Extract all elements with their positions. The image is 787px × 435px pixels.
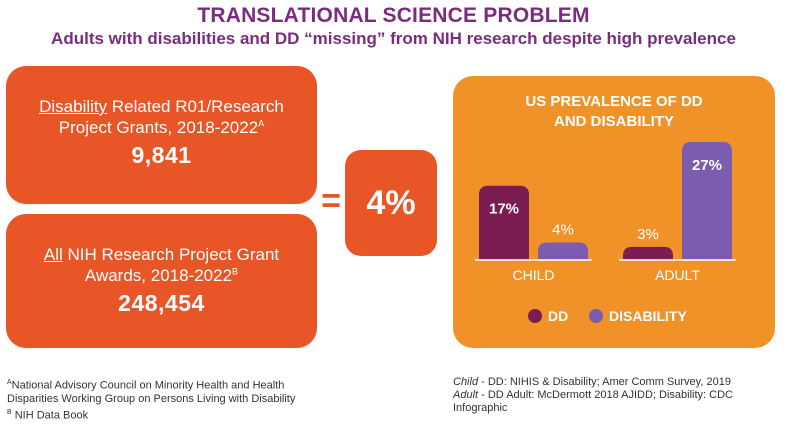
bar-label-disability-child: 4% xyxy=(552,222,574,239)
page-title: TRANSLATIONAL SCIENCE PROBLEM xyxy=(197,4,590,27)
all-label-line2: Awards, 2018-2022 xyxy=(84,266,233,285)
source-child: Child - DD: NIHIS & Disability; Amer Com… xyxy=(453,376,783,389)
footnote-a: ANational Advisory Council on Minority H… xyxy=(7,376,337,406)
legend-dd-label: DD xyxy=(548,308,568,324)
category-label-child: CHILD xyxy=(512,267,554,283)
footnotes-right: Child - DD: NIHIS & Disability; Amer Com… xyxy=(453,376,783,415)
all-grants-label: All NIH Research Project Grant Awards, 2… xyxy=(6,244,317,286)
page-subtitle: Adults with disabilities and DD “missing… xyxy=(51,29,736,48)
chart-title-line1: US PREVALENCE OF DD xyxy=(525,93,703,110)
equals-sign: = xyxy=(321,182,341,220)
disability-label-line2: Project Grants, 2018-2022 xyxy=(58,118,259,137)
disability-grants-label: Disability Related R01/Research Project … xyxy=(6,96,317,138)
footnote-a-text: National Advisory Council on Minority He… xyxy=(7,379,296,405)
all-grants-box: All NIH Research Project Grant Awards, 2… xyxy=(6,214,317,348)
source-child-text: - DD: NIHIS & Disability; Amer Comm Surv… xyxy=(478,376,731,388)
legend-disability-swatch xyxy=(589,309,603,323)
disability-grants-box: Disability Related R01/Research Project … xyxy=(6,66,317,204)
disability-grants-count: 9,841 xyxy=(131,142,192,168)
category-label-adult: ADULT xyxy=(655,267,700,283)
disability-label-line1: Related R01/Research xyxy=(107,97,284,116)
footnotes-left: ANational Advisory Council on Minority H… xyxy=(7,376,337,422)
legend-disability-label: DISABILITY xyxy=(609,308,687,324)
bar-disability-child xyxy=(538,242,588,260)
disability-underlined-word: Disability xyxy=(39,97,108,116)
bar-label-dd-child: 17% xyxy=(489,201,519,218)
bar-dd-adult xyxy=(623,246,673,260)
percentage-result: 4% xyxy=(345,150,437,256)
bar-dd-child xyxy=(479,185,529,260)
footnote-marker-b: B xyxy=(232,266,239,277)
footnote-b-marker: B xyxy=(7,408,12,416)
prevalence-bar-chart: 17% 4% CHILD 3% 27% ADULT DD DISABILITY xyxy=(475,142,736,324)
source-adult: Adult - DD Adult: McDermott 2018 AJIDD; … xyxy=(453,389,783,415)
footnote-b-text: NIH Data Book xyxy=(11,409,89,422)
footnote-b: B NIH Data Book xyxy=(7,406,337,423)
chart-title: US PREVALENCE OF DD AND DISABILITY xyxy=(453,92,775,132)
source-child-label: Child xyxy=(453,376,479,388)
bar-disability-adult xyxy=(682,142,732,260)
bar-label-dd-adult: 3% xyxy=(637,226,659,243)
all-grants-count: 248,454 xyxy=(118,290,205,316)
legend-dd-swatch xyxy=(528,309,542,323)
chart-title-line2: AND DISABILITY xyxy=(554,113,674,130)
footnote-a-marker: A xyxy=(7,379,12,386)
bar-label-disability-adult: 27% xyxy=(692,157,722,174)
footnote-marker-a: A xyxy=(258,118,265,129)
prevalence-chart-panel: US PREVALENCE OF DD AND DISABILITY 17% 4%… xyxy=(453,76,775,348)
source-adult-text: - DD Adult: McDermott 2018 AJIDD; Disabi… xyxy=(453,389,733,414)
all-label-line1: NIH Research Project Grant xyxy=(62,245,280,264)
all-underlined-word: All xyxy=(43,245,63,264)
source-adult-label: Adult xyxy=(453,389,479,401)
